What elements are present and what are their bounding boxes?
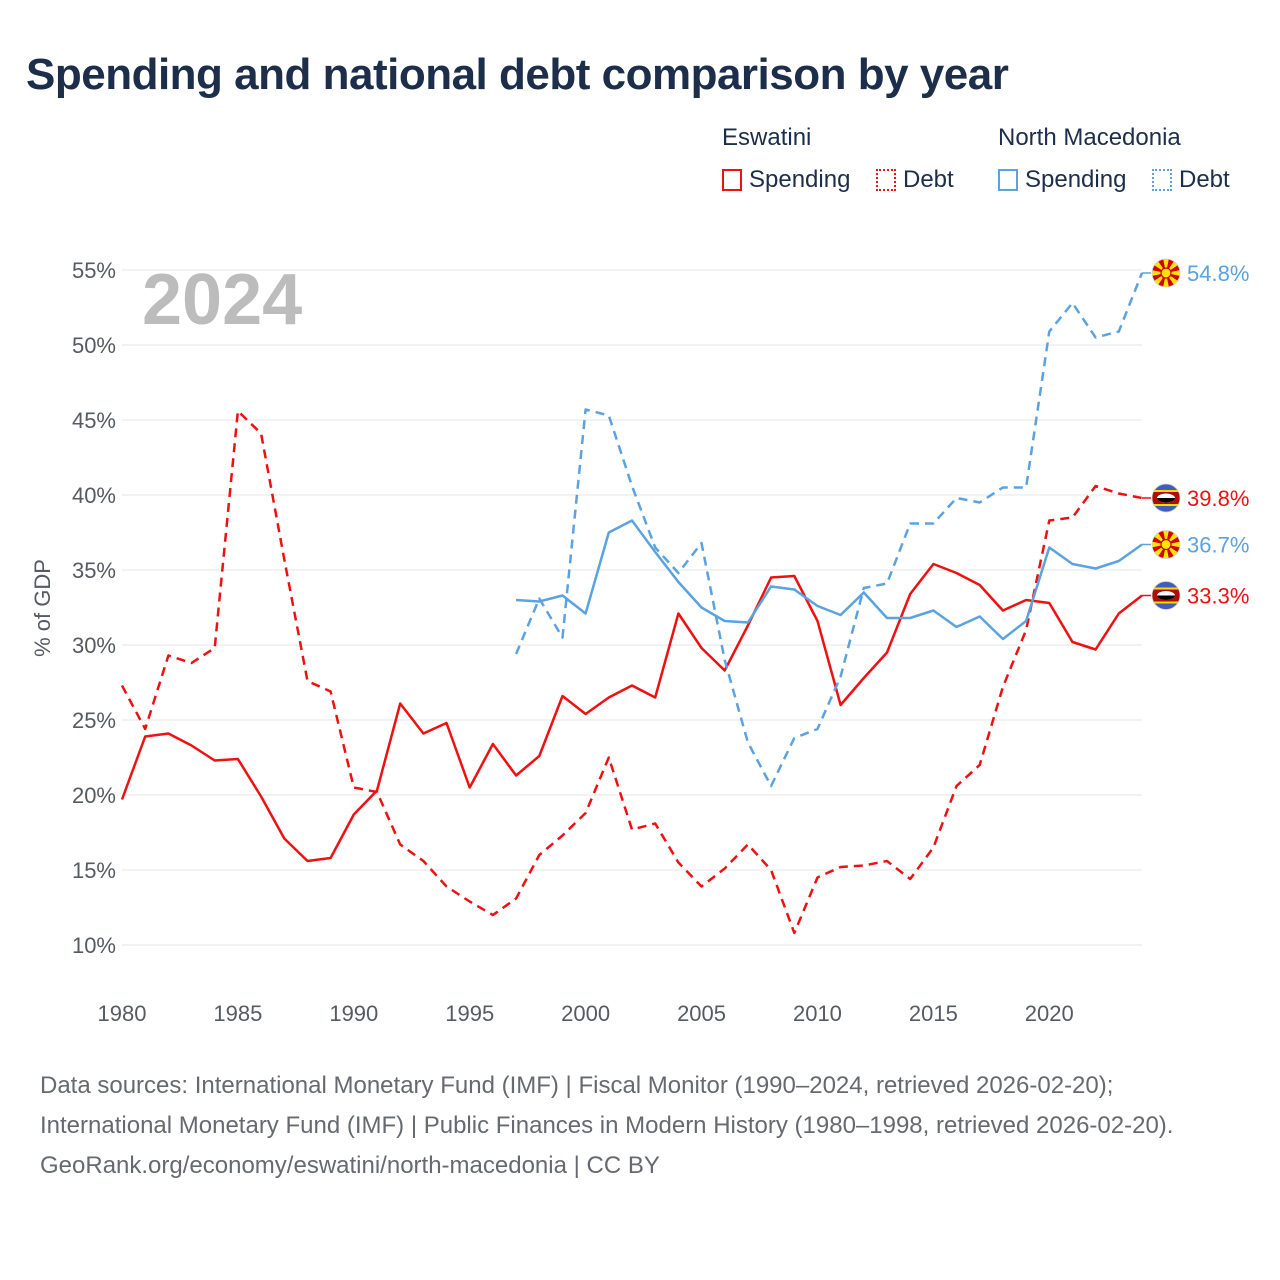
y-tick-label: 30% (72, 633, 116, 658)
y-tick-label: 40% (72, 483, 116, 508)
y-tick-label: 10% (72, 933, 116, 958)
legend-group-eswatini: Eswatini Spending Debt (722, 124, 954, 193)
x-tick-label: 2000 (561, 1001, 610, 1026)
y-tick-label: 45% (72, 408, 116, 433)
series-line-north-macedonia-debt[interactable] (514, 272, 1144, 788)
data-sources-text: Data sources: International Monetary Fun… (40, 1072, 1174, 1139)
end-value-label: 33.3% (1187, 584, 1249, 609)
gridlines (122, 269, 1142, 946)
dotted-line-swatch-icon (876, 169, 896, 191)
y-tick-label: 15% (72, 858, 116, 883)
legend-item-label: Debt (1179, 166, 1230, 193)
x-tick-label: 2020 (1025, 1001, 1074, 1026)
dotted-line-swatch-icon (1152, 169, 1172, 191)
north-macedonia-flag-icon (1151, 530, 1181, 559)
end-value-label: 39.8% (1187, 486, 1249, 511)
y-tick-label: 35% (72, 558, 116, 583)
end-labels: 33.3% 39.8% 36.7% 54.8% (1142, 258, 1249, 610)
year-watermark: 2024 (142, 260, 302, 340)
series-line-north-macedonia-spending[interactable] (516, 519, 1143, 641)
y-tick-label: 55% (72, 258, 116, 283)
x-tick-label: 1995 (445, 1001, 494, 1026)
eswatini-flag-icon (1151, 581, 1181, 610)
x-tick-label: 1990 (329, 1001, 378, 1026)
chart-title: Spending and national debt comparison by… (26, 50, 1009, 99)
x-tick-label: 2015 (909, 1001, 958, 1026)
legend-item-eswatini-debt[interactable]: Debt (876, 166, 954, 194)
series-line-eswatini-spending[interactable] (120, 562, 1143, 863)
x-tick-label: 2005 (677, 1001, 726, 1026)
x-axis-ticks: 1980 1985 1990 1995 2000 2005 2010 2015 2020 (98, 1001, 1074, 1026)
eswatini-flag-icon (1151, 483, 1181, 513)
legend-item-label: Spending (1025, 166, 1127, 193)
y-tick-label: 50% (72, 333, 116, 358)
legend-item-north-macedonia-debt[interactable]: Debt (1152, 166, 1230, 194)
x-tick-label: 1985 (213, 1001, 262, 1026)
legend-item-eswatini-spending[interactable]: Spending (722, 166, 850, 194)
footer: Data sources: International Monetary Fun… (40, 1066, 1240, 1186)
legend-item-label: Spending (749, 166, 851, 193)
x-tick-label: 2010 (793, 1001, 842, 1026)
end-value-label: 54.8% (1187, 261, 1249, 286)
y-tick-label: 25% (72, 708, 116, 733)
credit-link[interactable]: GeoRank.org/economy/eswatini/north-maced… (40, 1152, 660, 1179)
x-tick-label: 1980 (98, 1001, 147, 1026)
solid-line-swatch-icon (722, 169, 742, 191)
legend-item-north-macedonia-spending[interactable]: Spending (998, 166, 1126, 194)
solid-line-swatch-icon (998, 169, 1018, 191)
y-tick-label: 20% (72, 783, 116, 808)
legend-group-north-macedonia: North Macedonia Spending Debt (998, 124, 1230, 193)
series (120, 272, 1144, 935)
legend-country-label: Eswatini (722, 124, 812, 151)
end-value-label: 36.7% (1187, 533, 1249, 558)
legend-country-label: North Macedonia (998, 124, 1181, 151)
y-axis-title: % of GDP (30, 559, 55, 657)
y-axis-ticks: 10% 15% 20% 25% 30% 35% 40% 45% 50% 55% (72, 258, 116, 958)
series-line-eswatini-debt[interactable] (120, 409, 1143, 935)
legend-item-label: Debt (903, 166, 954, 193)
north-macedonia-flag-icon (1151, 258, 1181, 288)
